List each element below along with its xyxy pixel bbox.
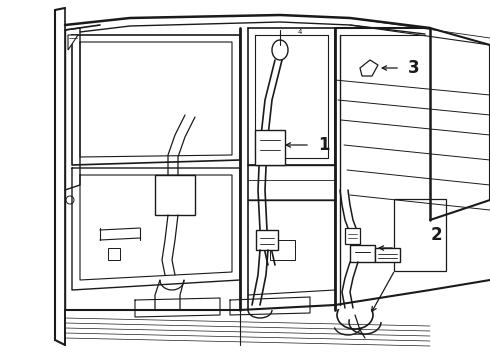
Text: 3: 3 — [408, 59, 419, 77]
Text: 1: 1 — [318, 136, 329, 154]
Polygon shape — [155, 175, 195, 215]
Polygon shape — [68, 35, 78, 50]
Polygon shape — [255, 130, 285, 165]
Polygon shape — [270, 240, 295, 260]
Text: 4: 4 — [298, 29, 302, 35]
Polygon shape — [350, 245, 375, 262]
Polygon shape — [345, 228, 360, 244]
Polygon shape — [360, 60, 378, 76]
Polygon shape — [108, 248, 120, 260]
Text: 2: 2 — [430, 226, 442, 244]
Polygon shape — [256, 230, 278, 250]
Polygon shape — [375, 248, 400, 262]
